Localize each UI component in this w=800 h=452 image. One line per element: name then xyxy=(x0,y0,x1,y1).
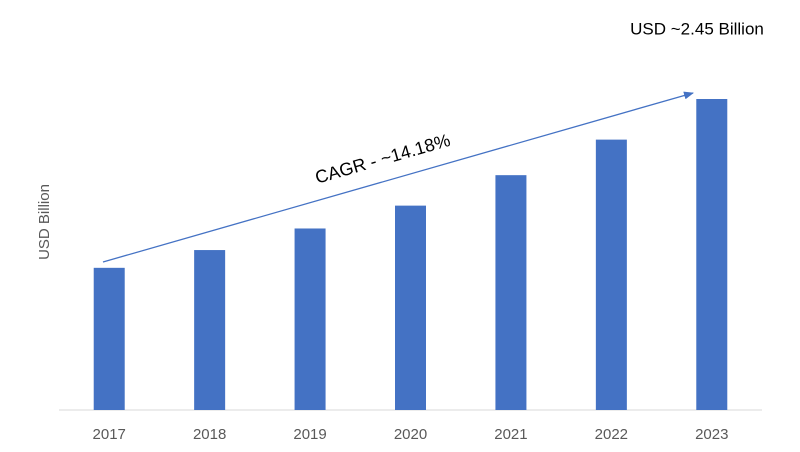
x-tick-label: 2023 xyxy=(695,426,728,443)
y-axis-label: USD Billion xyxy=(36,184,53,260)
bar xyxy=(93,267,125,410)
bar xyxy=(395,205,426,410)
bar xyxy=(194,250,226,410)
bar xyxy=(696,99,728,410)
trend-arrow xyxy=(102,91,694,263)
x-tick-label: 2019 xyxy=(293,426,326,443)
annotation-total: USD ~2.45 Billion xyxy=(630,19,764,38)
bar xyxy=(294,228,326,410)
x-tick-label: 2021 xyxy=(494,426,527,443)
bar xyxy=(495,175,527,410)
x-tick-label: 2018 xyxy=(193,426,226,443)
annotation-cagr: CAGR - ~14.18% xyxy=(313,130,453,188)
x-tick-label: 2020 xyxy=(394,426,427,443)
bar xyxy=(595,139,627,410)
x-tick-label: 2022 xyxy=(595,426,628,443)
x-tick-label: 2017 xyxy=(93,426,126,443)
